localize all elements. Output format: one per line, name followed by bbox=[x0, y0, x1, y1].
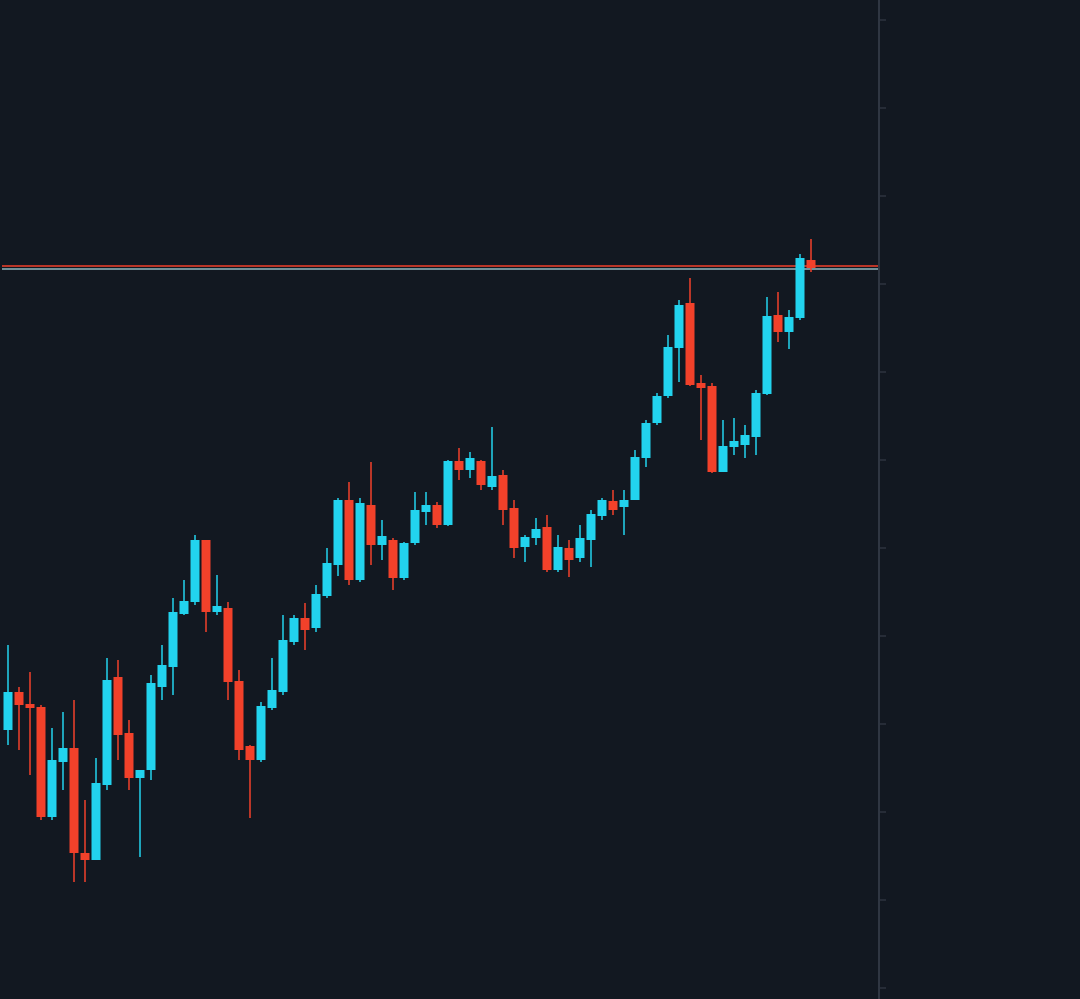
candle-body bbox=[608, 501, 618, 510]
candle-body bbox=[476, 461, 486, 485]
candle-body bbox=[333, 500, 343, 565]
candle-body bbox=[102, 680, 112, 785]
candle-body bbox=[531, 529, 541, 538]
candle-body bbox=[179, 601, 189, 614]
candle-body bbox=[586, 514, 596, 540]
candle-body bbox=[399, 543, 409, 578]
candle-body bbox=[718, 446, 728, 472]
candle-body bbox=[25, 704, 35, 708]
candle-body bbox=[784, 317, 794, 332]
candle-body bbox=[685, 303, 695, 385]
candle-body bbox=[256, 706, 266, 760]
candle-body bbox=[190, 540, 200, 602]
candle-body bbox=[421, 505, 431, 512]
candle-body bbox=[80, 853, 90, 860]
candle-body bbox=[663, 347, 673, 396]
candle-body bbox=[388, 540, 398, 578]
candle-body bbox=[564, 548, 574, 560]
candle-body bbox=[146, 683, 156, 770]
candle-body bbox=[124, 733, 134, 778]
candle-body bbox=[619, 500, 629, 507]
candle-body bbox=[14, 692, 24, 705]
candle-body bbox=[652, 396, 662, 423]
candle-body bbox=[344, 500, 354, 580]
candle-body bbox=[795, 258, 805, 318]
candle-body bbox=[223, 608, 233, 682]
candle-body bbox=[630, 457, 640, 500]
candle-body bbox=[355, 503, 365, 580]
candle-body bbox=[597, 500, 607, 516]
candle-body bbox=[729, 441, 739, 447]
candle-body bbox=[575, 538, 585, 558]
candle-body bbox=[47, 760, 57, 817]
candle-body bbox=[487, 476, 497, 487]
candle-body bbox=[542, 527, 552, 570]
candle-body bbox=[432, 505, 442, 525]
candle-body bbox=[773, 315, 783, 332]
candle-body bbox=[443, 461, 453, 525]
candle-body bbox=[311, 594, 321, 628]
candle-body bbox=[410, 510, 420, 543]
candle-body bbox=[751, 393, 761, 437]
candle-body bbox=[212, 606, 222, 612]
candle-body bbox=[498, 475, 508, 510]
candle-body bbox=[509, 508, 519, 548]
candle-body bbox=[36, 707, 46, 817]
candle-body bbox=[641, 423, 651, 458]
candle-body bbox=[234, 681, 244, 750]
candle-body bbox=[740, 435, 750, 445]
candle-body bbox=[168, 612, 178, 667]
candle-body bbox=[762, 316, 772, 394]
candle-body bbox=[322, 563, 332, 596]
candle-body bbox=[300, 618, 310, 630]
candle-body bbox=[674, 305, 684, 348]
candle-body bbox=[366, 505, 376, 545]
candle-body bbox=[135, 770, 145, 778]
candle-body bbox=[553, 547, 563, 570]
candle-body bbox=[245, 746, 255, 760]
candle-body bbox=[113, 677, 123, 735]
candle-body bbox=[707, 386, 717, 472]
candle-body bbox=[69, 748, 79, 853]
candle-body bbox=[696, 383, 706, 388]
candle-body bbox=[201, 540, 211, 612]
candle-body bbox=[520, 537, 530, 547]
candle-body bbox=[454, 461, 464, 470]
candle-body bbox=[157, 665, 167, 687]
candle-body bbox=[289, 618, 299, 642]
candle-body bbox=[3, 692, 13, 730]
candle-body bbox=[58, 748, 68, 762]
candle-body bbox=[377, 536, 387, 545]
candle-body bbox=[465, 458, 475, 470]
candle-body bbox=[91, 783, 101, 860]
candle-body bbox=[267, 690, 277, 708]
candle-body bbox=[806, 260, 816, 268]
candle-body bbox=[278, 640, 288, 692]
